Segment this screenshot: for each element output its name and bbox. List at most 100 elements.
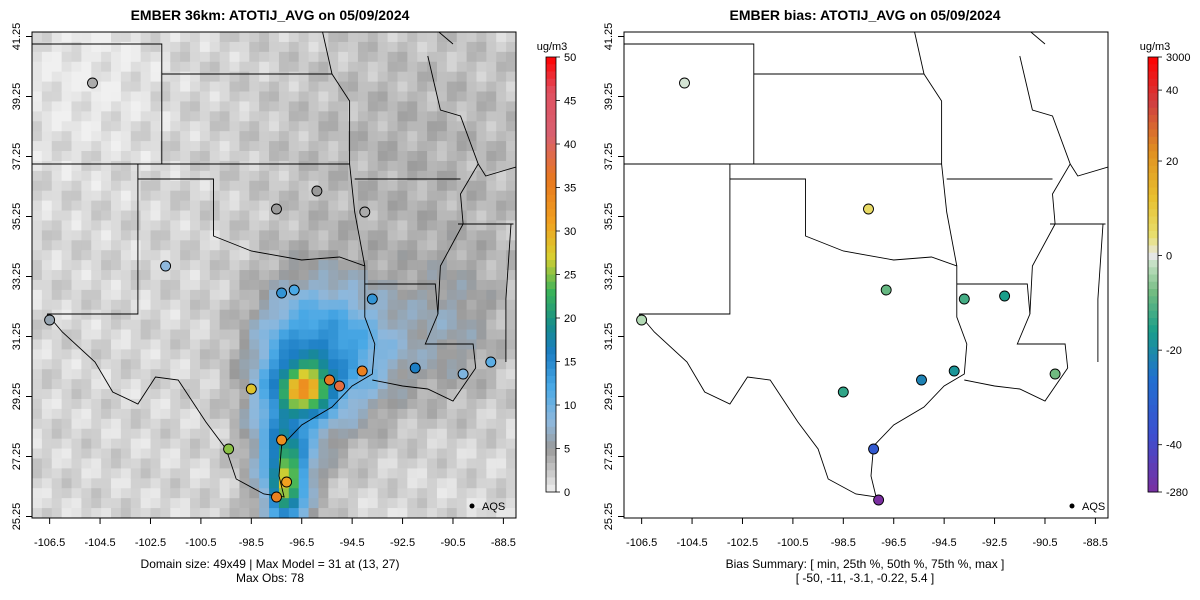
grid-cell xyxy=(180,498,191,509)
grid-cell xyxy=(506,210,516,222)
grid-cell xyxy=(476,91,487,103)
grid-cell xyxy=(239,131,250,142)
grid-cell xyxy=(111,81,122,93)
grid-cell xyxy=(278,279,290,291)
grid-cell xyxy=(41,299,53,311)
grid-cell xyxy=(506,240,516,251)
state-border-line xyxy=(1097,223,1104,362)
grid-cell xyxy=(436,438,448,450)
grid-cell xyxy=(190,319,201,331)
grid-cell xyxy=(338,51,349,63)
grid-cell xyxy=(486,279,497,291)
grid-cell xyxy=(456,260,468,271)
grid-cell xyxy=(367,309,379,321)
grid-cell xyxy=(199,438,211,450)
grid-cell xyxy=(338,141,349,152)
grid-cell xyxy=(427,349,438,360)
grid-cell xyxy=(328,448,339,460)
grid-cell xyxy=(476,121,487,132)
grid-cell xyxy=(199,379,211,390)
grid-cell xyxy=(357,121,369,132)
grid-cell xyxy=(32,230,43,241)
grid-cell xyxy=(130,170,142,182)
grid-cell xyxy=(249,170,260,182)
grid-cell xyxy=(427,151,438,162)
grid-cell xyxy=(219,250,231,261)
grid-cell xyxy=(397,428,408,440)
grid-cell xyxy=(61,200,73,212)
grid-cell xyxy=(496,91,507,103)
grid-cell xyxy=(486,71,497,83)
grid-cell xyxy=(387,220,399,231)
grid-cell xyxy=(338,289,349,301)
grid-cell xyxy=(170,398,181,410)
aqs-station-marker xyxy=(359,206,371,218)
grid-cell xyxy=(278,379,290,390)
grid-cell xyxy=(298,508,310,518)
grid-cell xyxy=(170,478,181,489)
grid-cell xyxy=(269,71,280,83)
grid-cell xyxy=(150,349,162,360)
grid-cell xyxy=(298,379,310,390)
grid-cell xyxy=(436,121,448,132)
grid-cell xyxy=(61,131,73,142)
y-tick-label: 41.25 xyxy=(11,23,23,51)
grid-cell xyxy=(348,279,359,291)
grid-cell xyxy=(466,488,478,499)
grid-cell xyxy=(377,448,389,460)
grid-cell xyxy=(199,508,211,518)
grid-cell xyxy=(476,379,487,390)
bias-station-marker xyxy=(679,77,690,89)
grid-cell xyxy=(219,41,231,53)
grid-cell xyxy=(506,81,516,93)
grid-cell xyxy=(140,379,152,390)
grid-cell xyxy=(32,369,43,380)
grid-cell xyxy=(348,379,359,390)
grid-cell xyxy=(446,458,458,470)
grid-cell xyxy=(71,478,82,489)
grid-cell xyxy=(269,478,280,489)
grid-cell xyxy=(506,151,516,162)
y-tick-label: 29.25 xyxy=(603,383,615,411)
grid-cell xyxy=(367,478,379,489)
grid-cell xyxy=(308,131,320,142)
grid-cell xyxy=(229,170,241,182)
grid-cell xyxy=(387,339,399,350)
grid-cell xyxy=(496,220,507,231)
grid-cell xyxy=(239,111,250,122)
grid-cell xyxy=(308,488,320,499)
grid-cell xyxy=(496,329,507,341)
grid-cell xyxy=(367,319,379,331)
grid-cell xyxy=(407,51,418,63)
grid-cell xyxy=(397,270,408,281)
grid-cell xyxy=(120,41,132,53)
grid-cell xyxy=(367,369,379,380)
grid-cell xyxy=(180,379,191,390)
grid-cell xyxy=(397,41,408,53)
grid-cell xyxy=(91,408,102,420)
x-tick-label: -102.5 xyxy=(727,537,758,549)
grid-cell xyxy=(150,91,162,103)
grid-cell xyxy=(367,170,379,182)
grid-cell xyxy=(111,151,122,162)
grid-cell xyxy=(249,160,260,172)
aqs-station-marker xyxy=(281,476,293,488)
grid-cell xyxy=(298,359,310,370)
grid-cell xyxy=(91,468,102,479)
grid-cell xyxy=(199,468,211,479)
colorbar-segment xyxy=(1148,361,1158,370)
grid-cell xyxy=(397,349,408,360)
grid-cell xyxy=(338,200,349,212)
grid-cell xyxy=(417,329,428,341)
grid-cell xyxy=(348,270,359,281)
grid-cell xyxy=(160,329,171,341)
grid-cell xyxy=(259,210,270,222)
grid-cell xyxy=(456,498,468,509)
colorbar-segment xyxy=(1148,115,1158,123)
grid-cell xyxy=(367,448,379,460)
grid-cell xyxy=(417,131,428,142)
grid-cell xyxy=(170,309,181,321)
grid-cell xyxy=(357,478,369,489)
grid-cell xyxy=(249,32,260,43)
grid-cell xyxy=(446,309,458,321)
